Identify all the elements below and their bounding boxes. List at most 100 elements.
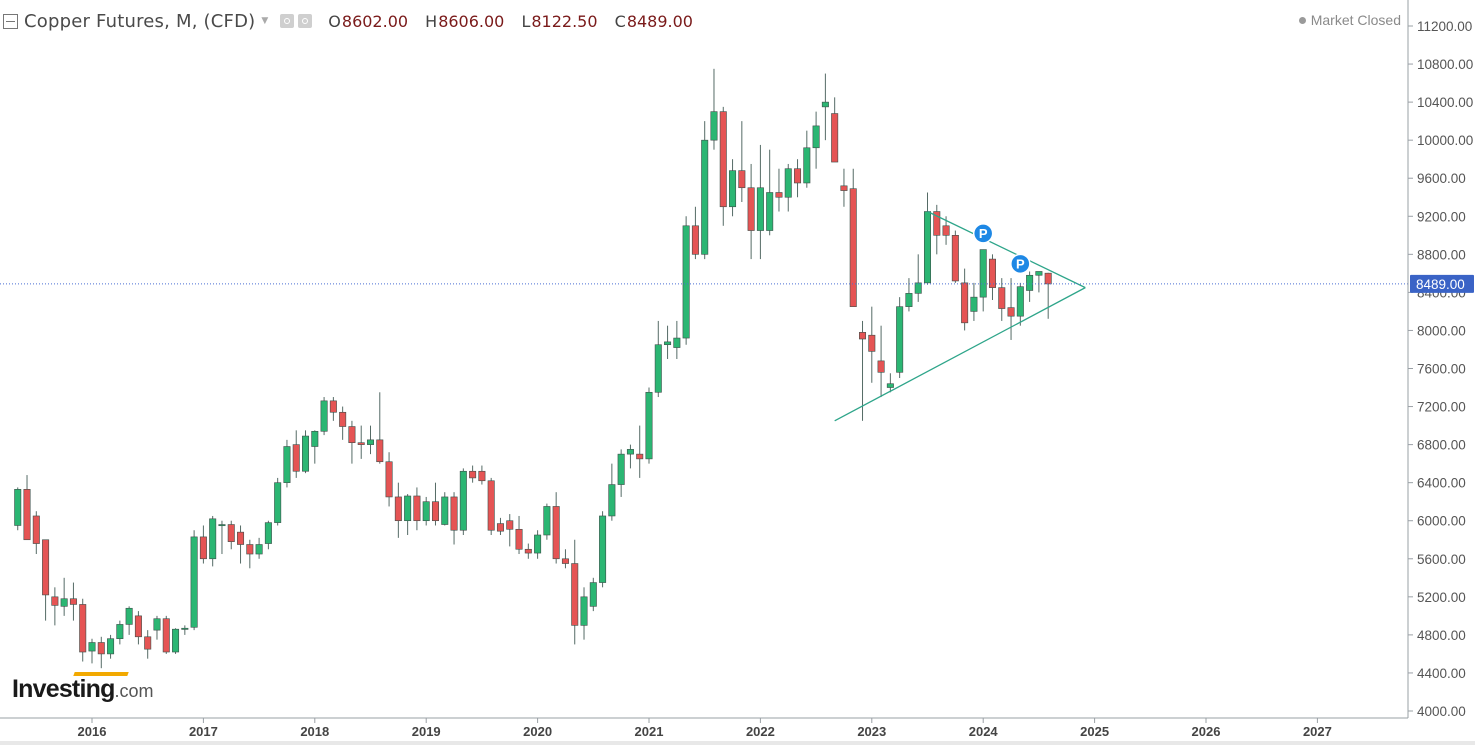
candle[interactable] — [357, 425, 365, 459]
candle[interactable] — [376, 392, 384, 464]
candle[interactable] — [645, 387, 653, 464]
candle[interactable] — [914, 254, 922, 302]
candle[interactable] — [998, 278, 1006, 321]
candle[interactable] — [868, 306, 876, 383]
candle[interactable] — [144, 630, 152, 659]
candle[interactable] — [691, 206, 699, 260]
candle[interactable] — [729, 159, 737, 217]
candle[interactable] — [487, 477, 495, 535]
candle[interactable] — [97, 636, 105, 669]
candle[interactable] — [292, 430, 300, 478]
candle[interactable] — [636, 425, 644, 478]
investing-logo[interactable]: Investing.com — [12, 672, 154, 704]
candle[interactable] — [190, 530, 198, 631]
candle[interactable] — [116, 620, 124, 645]
visibility-icon[interactable] — [280, 14, 295, 28]
candle[interactable] — [701, 121, 709, 260]
candle[interactable] — [88, 638, 96, 664]
candle[interactable] — [608, 463, 616, 521]
candle[interactable] — [905, 278, 913, 312]
candle[interactable] — [831, 97, 839, 163]
candle[interactable] — [506, 514, 514, 547]
candle[interactable] — [69, 582, 77, 621]
candle[interactable] — [404, 494, 412, 535]
candle[interactable] — [812, 111, 820, 169]
candle[interactable] — [543, 503, 551, 540]
collapse-icon[interactable] — [3, 13, 18, 29]
candle[interactable] — [320, 397, 328, 436]
candle[interactable] — [923, 192, 931, 285]
candle[interactable] — [580, 587, 588, 640]
candle[interactable] — [478, 465, 486, 485]
candle[interactable] — [1044, 272, 1052, 319]
candle[interactable] — [1016, 282, 1024, 326]
dropdown-caret-icon[interactable]: ▼ — [261, 16, 269, 26]
candle[interactable] — [886, 373, 894, 393]
candle[interactable] — [970, 282, 978, 321]
pattern-marker[interactable]: P — [972, 223, 994, 244]
candle[interactable] — [23, 475, 31, 541]
candle[interactable] — [766, 149, 774, 236]
candle[interactable] — [654, 320, 662, 398]
candle[interactable] — [162, 615, 170, 654]
trendline-upper[interactable] — [927, 210, 1086, 289]
candle[interactable] — [237, 525, 245, 564]
candle[interactable] — [961, 268, 969, 331]
candle[interactable] — [107, 634, 115, 659]
candle[interactable] — [172, 628, 180, 654]
candle[interactable] — [821, 73, 829, 141]
candle[interactable] — [51, 587, 59, 626]
candle[interactable] — [1035, 271, 1043, 293]
candle[interactable] — [246, 539, 254, 569]
candle[interactable] — [134, 611, 142, 645]
candle[interactable] — [803, 130, 811, 188]
candle[interactable] — [756, 144, 764, 260]
candle[interactable] — [218, 520, 226, 555]
candle[interactable] — [775, 168, 783, 212]
candle[interactable] — [339, 406, 347, 440]
candle[interactable] — [255, 537, 263, 559]
candle[interactable] — [979, 249, 987, 312]
candle[interactable] — [896, 297, 904, 379]
candle[interactable] — [459, 468, 467, 535]
candle[interactable] — [199, 525, 207, 564]
candle[interactable] — [784, 163, 792, 212]
candle[interactable] — [849, 168, 857, 307]
candle[interactable] — [42, 539, 50, 621]
candle[interactable] — [60, 577, 68, 616]
candle[interactable] — [431, 482, 439, 526]
candle[interactable] — [450, 492, 458, 545]
candle[interactable] — [626, 444, 634, 469]
candle[interactable] — [14, 487, 22, 531]
candle[interactable] — [794, 159, 802, 198]
candle[interactable] — [859, 320, 867, 421]
candle[interactable] — [209, 515, 217, 567]
candle[interactable] — [840, 168, 848, 207]
x-axis[interactable]: 2016 2017 2018 2019 2020 2021 2022 2023 2024 2025… — [0, 717, 1408, 739]
trendline-lower[interactable] — [834, 287, 1086, 422]
candle[interactable] — [710, 68, 718, 150]
candle[interactable] — [599, 511, 607, 588]
candle[interactable] — [79, 598, 87, 662]
y-axis[interactable]: 11200.00 10800.00 10400.00 10000.00 9600.00 9… — [1407, 0, 1474, 719]
candle[interactable] — [534, 530, 542, 559]
candle[interactable] — [496, 517, 504, 535]
candle[interactable] — [1026, 271, 1034, 302]
candle[interactable] — [302, 430, 310, 474]
candle[interactable] — [413, 487, 421, 531]
candle[interactable] — [385, 452, 393, 507]
candle[interactable] — [561, 549, 569, 569]
candle[interactable] — [589, 577, 597, 612]
candle[interactable] — [311, 430, 319, 464]
candle[interactable] — [366, 425, 374, 455]
candle[interactable] — [552, 492, 560, 564]
candle[interactable] — [348, 420, 356, 464]
settings-icon[interactable] — [298, 14, 313, 28]
candle[interactable] — [441, 492, 449, 526]
candle[interactable] — [394, 482, 402, 538]
candle[interactable] — [32, 511, 40, 555]
candle[interactable] — [153, 615, 161, 640]
candle[interactable] — [264, 520, 272, 550]
candle[interactable] — [422, 496, 430, 526]
